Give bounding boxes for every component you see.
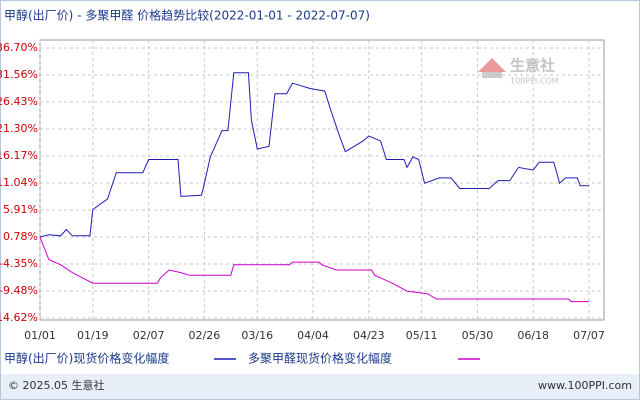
y-tick-label: 5.91% <box>3 203 38 216</box>
x-tick-label: 02/26 <box>189 329 221 342</box>
y-tick-label: -4.35% <box>0 257 38 270</box>
y-tick-label: 31.56% <box>0 68 38 81</box>
x-tick-label: 05/11 <box>406 329 438 342</box>
y-tick-label: 36.70% <box>0 41 38 54</box>
x-tick-label: 03/16 <box>241 329 273 342</box>
x-tick-label: 06/18 <box>517 329 549 342</box>
legend-label: 多聚甲醛现货价格变化幅度 <box>248 351 392 366</box>
y-tick-label: -9.48% <box>0 284 38 297</box>
y-tick-label: 0.78% <box>3 230 38 243</box>
y-tick-label: 26.43% <box>0 95 38 108</box>
y-tick-label: -14.62% <box>0 311 38 324</box>
x-tick-label: 01/19 <box>77 329 109 342</box>
chart-title: 甲醇(出厂价) - 多聚甲醛 价格趋势比较(2022-01-01 - 2022-… <box>4 8 370 23</box>
y-tick-label: 21.30% <box>0 122 38 135</box>
series-line <box>39 72 589 238</box>
x-tick-label: 07/07 <box>573 329 605 342</box>
footer-right: www.100PPI.com <box>538 379 632 392</box>
x-tick-label: 04/23 <box>353 329 385 342</box>
x-tick-label: 01/01 <box>24 329 56 342</box>
x-tick-label: 02/07 <box>133 329 165 342</box>
series-line <box>39 236 589 303</box>
x-tick-label: 04/04 <box>297 329 329 342</box>
footer-left: © 2025.05 生意社 <box>8 378 104 392</box>
x-tick-label: 05/30 <box>462 329 494 342</box>
y-tick-label: 16.17% <box>0 149 38 162</box>
watermark-icon <box>478 58 506 72</box>
legend-label: 甲醇(出厂价)现货价格变化幅度 <box>4 351 169 366</box>
footer-band <box>1 374 639 399</box>
watermark-name: 生意社 <box>510 57 555 75</box>
y-tick-label: 11.04% <box>0 176 38 189</box>
watermark-site: 100PPI.COM <box>510 77 559 86</box>
